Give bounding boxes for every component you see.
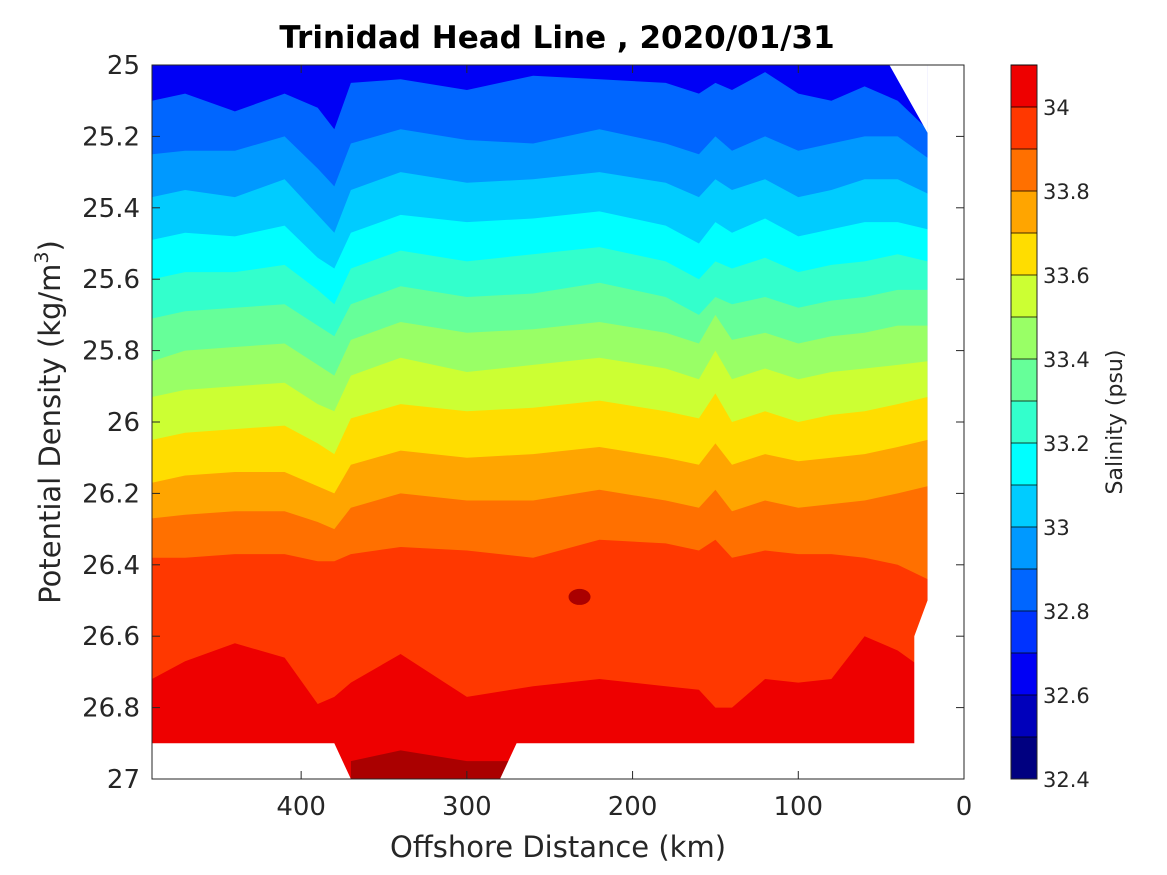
colorbar-segment xyxy=(1011,401,1037,444)
y-tick-label: 25.6 xyxy=(82,265,140,295)
y-tick-label: 25.8 xyxy=(82,337,140,367)
no-data-mask-bottom-left xyxy=(152,743,351,779)
chart-title: Trinidad Head Line , 2020/01/31 xyxy=(279,20,834,56)
y-tick-label: 25.2 xyxy=(82,122,140,152)
colorbar-tick-label: 32.4 xyxy=(1043,768,1090,792)
colorbar-segment xyxy=(1011,611,1037,654)
colorbar-tick-label: 33.6 xyxy=(1043,264,1090,288)
colorbar-segment xyxy=(1011,527,1037,570)
colorbar-segment xyxy=(1011,653,1037,696)
colorbar-segment xyxy=(1011,695,1037,738)
plot-area xyxy=(152,65,964,779)
colorbar-segment xyxy=(1011,65,1037,108)
x-tick-label: 200 xyxy=(608,792,658,822)
colorbar-tick-label: 34 xyxy=(1043,96,1070,120)
y-tick-label: 25.4 xyxy=(82,194,140,224)
colorbar-segment xyxy=(1011,275,1037,318)
colorbar-tick-label: 33 xyxy=(1043,516,1070,540)
y-tick-label: 27 xyxy=(107,765,140,795)
y-axis-label-close: ) xyxy=(33,240,67,251)
x-tick-label: 100 xyxy=(773,792,823,822)
colorbar-segment xyxy=(1011,107,1037,150)
colorbar-tick-label: 33.2 xyxy=(1043,432,1090,456)
y-axis-label-superscript: 3 xyxy=(31,251,53,263)
y-tick-label: 26.6 xyxy=(82,622,140,652)
colorbar-segment xyxy=(1011,191,1037,234)
colorbar-tick-label: 32.6 xyxy=(1043,684,1090,708)
contour-band-34-1 xyxy=(350,750,517,779)
y-tick-label: 26.4 xyxy=(82,551,140,581)
colorbar-tick-label: 33.4 xyxy=(1043,348,1090,372)
x-axis-label: Offshore Distance (km) xyxy=(390,830,726,864)
colorbar-label: Salinity (psu) xyxy=(1103,350,1128,495)
y-tick-label: 25 xyxy=(107,51,140,81)
y-axis-label-text: Potential Density (kg/m xyxy=(33,264,67,604)
colorbar-segment xyxy=(1011,443,1037,486)
x-tick-label: 400 xyxy=(276,792,326,822)
y-tick-label: 26.8 xyxy=(82,694,140,724)
colorbar-tick-label: 33.8 xyxy=(1043,180,1090,204)
x-tick-label: 300 xyxy=(442,792,492,822)
y-tick-label: 26.2 xyxy=(82,479,140,509)
y-axis-label: Potential Density (kg/m3) xyxy=(31,240,67,604)
no-data-mask-top-right xyxy=(889,65,928,133)
y-tick-label: 26 xyxy=(107,408,140,438)
no-data-mask-bottom-right xyxy=(500,600,964,779)
colorbar-segment xyxy=(1011,737,1037,780)
colorbar: 32.4 32.6 32.8 33 33.2 33.4 33.6 33.8 34 xyxy=(1010,64,1090,792)
colorbar-segment xyxy=(1011,359,1037,402)
colorbar-segment xyxy=(1011,233,1037,276)
colorbar-segment xyxy=(1011,569,1037,612)
colorbar-segment xyxy=(1011,149,1037,192)
axes: 400 300 200 100 0 25 25.2 25.4 25.6 25.8 26 26.2 26.… xyxy=(82,51,972,822)
x-tick-label: 0 xyxy=(956,792,973,822)
contour-spot-34-0 xyxy=(568,588,591,605)
colorbar-tick-label: 32.8 xyxy=(1043,600,1090,624)
colorbar-segment xyxy=(1011,317,1037,360)
colorbar-segment xyxy=(1011,485,1037,528)
